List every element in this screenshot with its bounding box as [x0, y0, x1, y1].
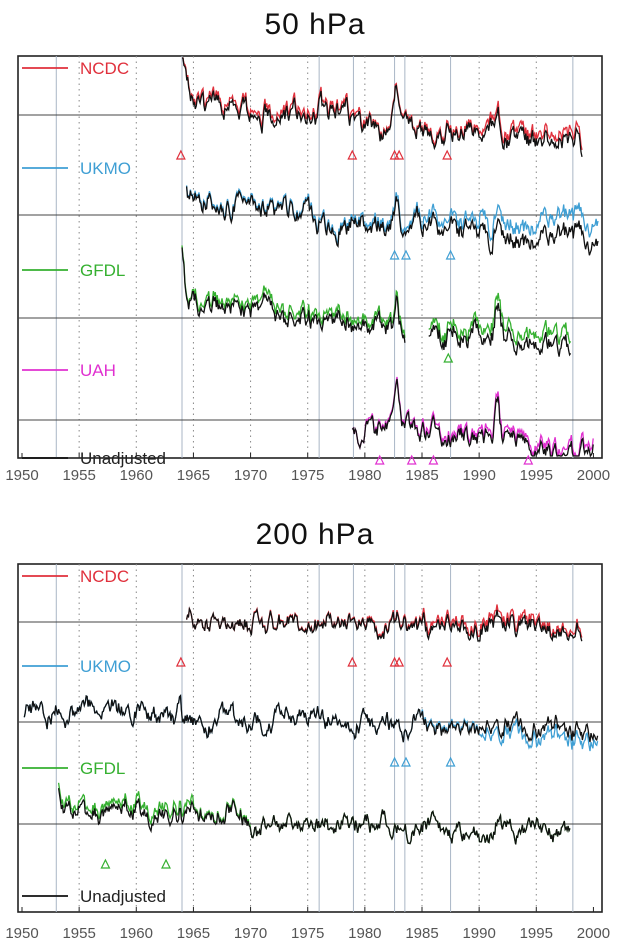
x-tick-label: 1995 [520, 467, 553, 484]
x-tick-label: 1950 [5, 925, 38, 942]
x-tick-label: 1990 [462, 925, 495, 942]
series-uah-unadjusted [351, 378, 594, 458]
x-tick-label: 1955 [62, 467, 95, 484]
x-tick-label: 1995 [520, 925, 553, 942]
legend-label: GFDL [80, 759, 125, 778]
adjustment-marker [401, 756, 411, 767]
adjustment-marker [347, 149, 358, 160]
series-ukmo-unadjusted [185, 186, 599, 256]
x-tick-label: 2000 [577, 925, 610, 942]
legend-label: NCDC [80, 567, 129, 586]
adjustment-marker [374, 454, 385, 465]
adjustment-marker [401, 249, 411, 260]
x-tick-label: 1960 [120, 925, 153, 942]
legend-label: NCDC [80, 59, 129, 78]
panel-title-50hpa: 50 hPa [264, 8, 366, 41]
x-tick-label: 1970 [234, 467, 267, 484]
x-tick-label: 2000 [577, 467, 610, 484]
legend-label: UKMO [80, 159, 131, 178]
adjustment-marker [175, 656, 186, 667]
plot-frame [17, 563, 603, 913]
adjustment-marker [523, 454, 534, 465]
x-tick-label: 1985 [405, 467, 438, 484]
adjustment-marker [394, 149, 405, 160]
adjustment-marker [445, 249, 456, 260]
adjustment-marker [175, 149, 186, 160]
adjustment-marker [428, 454, 439, 465]
x-tick-label: 1960 [120, 467, 153, 484]
panel-title-200hpa: 200 hPa [255, 518, 375, 551]
adjustment-marker [445, 756, 456, 767]
adjustment-marker [443, 352, 454, 363]
adjustment-marker [161, 858, 171, 869]
series-ukmo-unadjusted [23, 694, 599, 743]
series-uah-adjusted [351, 376, 594, 458]
x-tick-label: 1990 [462, 467, 495, 484]
series-gfdl-adjusted [181, 245, 572, 346]
series-gfdl-unadjusted [57, 788, 571, 845]
adjustment-marker [389, 756, 400, 767]
legend-label: GFDL [80, 261, 125, 280]
legend-label: Unadjusted [80, 449, 166, 468]
series-gfdl-unadjusted [181, 247, 572, 357]
adjustment-marker [406, 454, 417, 465]
plot-frame [17, 55, 603, 459]
adjustment-marker [442, 149, 453, 160]
adjustment-marker [389, 249, 400, 260]
chart-200hpa: NCDC UKMO GFDL Unadjusted 1950 1955 1960 1965 19… [5, 563, 610, 942]
x-tick-label: 1980 [348, 925, 381, 942]
x-tick-label: 1975 [291, 925, 324, 942]
legend-label: UAH [80, 361, 116, 380]
x-tick-label: 1975 [291, 467, 324, 484]
legend-label: Unadjusted [80, 887, 166, 906]
x-tick-label: 1965 [177, 925, 210, 942]
x-tick-label: 1955 [62, 925, 95, 942]
adjustment-marker [347, 656, 358, 667]
adjustment-marker [100, 858, 111, 869]
x-tick-label: 1950 [5, 467, 38, 484]
adjustment-marker [394, 656, 405, 667]
chart-50hpa: NCDC UKMO GFDL UAH Unadjusted 1950 1955 1960 196… [5, 55, 610, 484]
adjustment-marker [442, 656, 453, 667]
x-tick-label: 1980 [348, 467, 381, 484]
x-tick-label: 1965 [177, 467, 210, 484]
legend-label: UKMO [80, 657, 131, 676]
x-tick-label: 1985 [405, 925, 438, 942]
series-ncdc-unadjusted [182, 57, 583, 158]
series-ncdc-unadjusted [185, 606, 583, 642]
x-tick-label: 1970 [234, 925, 267, 942]
